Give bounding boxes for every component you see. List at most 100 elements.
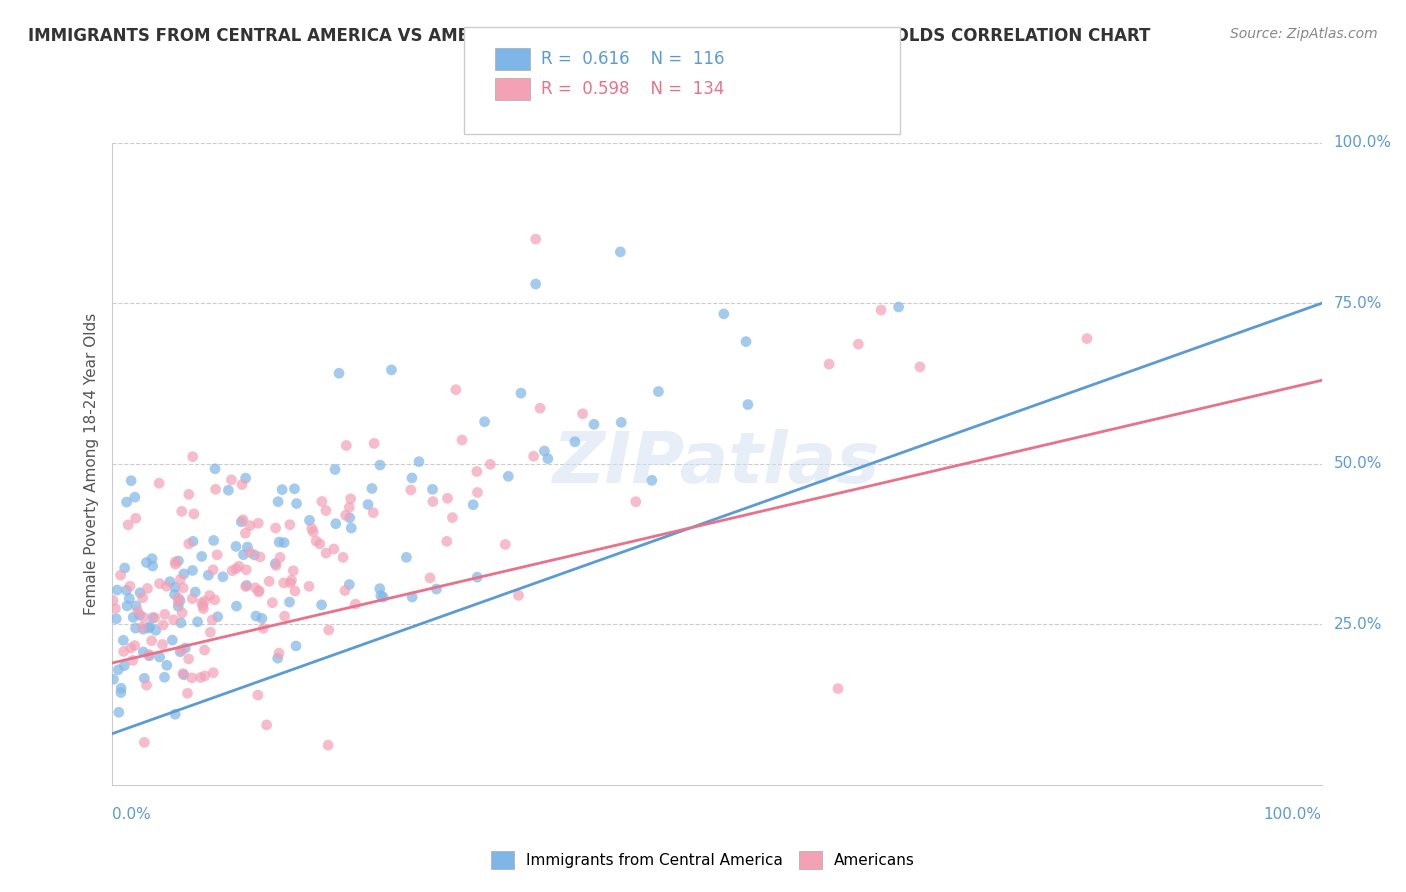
Point <box>494 537 516 551</box>
Point <box>165 558 187 572</box>
Point <box>190 549 212 564</box>
Point <box>145 624 167 638</box>
Point <box>194 669 217 683</box>
Point <box>112 644 135 658</box>
Point <box>273 535 295 549</box>
Legend: Immigrants from Central America, Americans: Immigrants from Central America, America… <box>485 845 921 875</box>
Point <box>235 578 257 592</box>
Point <box>112 658 135 673</box>
Point <box>172 666 194 681</box>
Point <box>128 608 150 623</box>
Point <box>101 593 124 607</box>
Text: 75.0%: 75.0% <box>1334 296 1382 310</box>
Point <box>181 534 204 549</box>
Point <box>177 537 200 551</box>
Point <box>246 688 269 702</box>
Point <box>278 595 301 609</box>
Point <box>316 738 339 752</box>
Point <box>273 575 295 590</box>
Point <box>451 433 474 447</box>
Point <box>370 589 392 603</box>
Point <box>463 498 485 512</box>
Point <box>846 337 869 351</box>
Point <box>205 548 228 562</box>
Point <box>335 508 357 523</box>
Point <box>323 462 346 476</box>
Point <box>204 482 226 496</box>
Point <box>108 706 131 720</box>
Point <box>124 621 146 635</box>
Point <box>243 548 266 562</box>
Point <box>118 591 141 606</box>
Point <box>609 244 631 259</box>
Point <box>624 494 647 508</box>
Point <box>136 582 159 596</box>
Point <box>271 483 294 497</box>
Point <box>302 524 325 539</box>
Point <box>332 550 354 565</box>
Point <box>155 579 177 593</box>
Point <box>148 576 170 591</box>
Point <box>309 537 332 551</box>
Point <box>523 449 546 463</box>
Point <box>361 482 384 496</box>
Point <box>212 570 235 584</box>
Point <box>225 599 247 613</box>
Point <box>180 671 202 685</box>
Point <box>235 471 257 485</box>
Point <box>193 601 215 615</box>
Point <box>474 415 496 429</box>
Point <box>908 359 931 374</box>
Point <box>167 554 190 568</box>
Point <box>183 507 205 521</box>
Point <box>737 398 759 412</box>
Point <box>207 609 229 624</box>
Point <box>184 585 207 599</box>
Point <box>131 591 153 605</box>
Point <box>194 594 217 608</box>
Point <box>181 563 204 577</box>
Point <box>537 451 560 466</box>
Point <box>267 494 290 508</box>
Point <box>167 595 190 609</box>
Point <box>162 613 184 627</box>
Point <box>138 648 160 662</box>
Point <box>827 681 849 696</box>
Point <box>115 495 138 509</box>
Point <box>339 510 361 524</box>
Point <box>340 521 363 535</box>
Point <box>269 535 291 549</box>
Point <box>107 663 129 677</box>
Point <box>127 604 149 618</box>
Point <box>408 455 430 469</box>
Point <box>162 633 184 648</box>
Point <box>132 622 155 636</box>
Point <box>131 620 153 634</box>
Point <box>508 588 530 602</box>
Point <box>110 681 132 696</box>
Point <box>197 568 219 582</box>
Point <box>285 497 308 511</box>
Point <box>419 571 441 585</box>
Point <box>371 590 394 604</box>
Point <box>181 591 204 606</box>
Point <box>582 417 605 432</box>
Point <box>267 646 290 660</box>
Point <box>368 582 391 596</box>
Point <box>245 581 267 595</box>
Point <box>401 590 423 604</box>
Point <box>363 436 385 450</box>
Point <box>232 513 254 527</box>
Point <box>235 526 257 541</box>
Point <box>112 633 135 648</box>
Point <box>269 550 291 565</box>
Point <box>401 471 423 485</box>
Point <box>361 506 384 520</box>
Point <box>198 589 221 603</box>
Point <box>524 277 547 291</box>
Point <box>167 591 190 605</box>
Point <box>177 487 200 501</box>
Point <box>368 458 391 472</box>
Point <box>425 582 447 596</box>
Point <box>138 619 160 633</box>
